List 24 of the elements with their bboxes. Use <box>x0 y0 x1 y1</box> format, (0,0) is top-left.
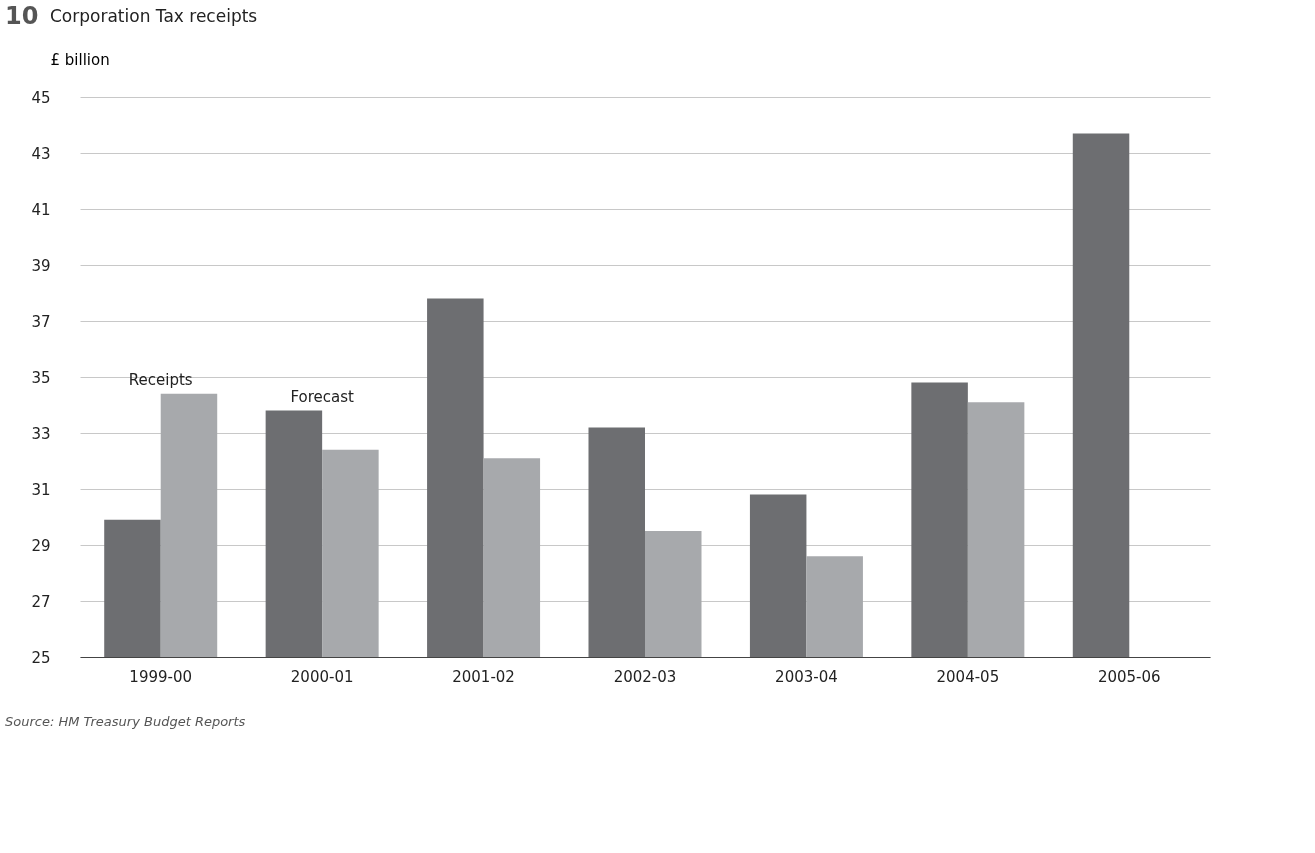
y-tick-label: 45 <box>31 88 51 107</box>
y-tick-label: 33 <box>31 424 51 443</box>
y-tick-label: 29 <box>31 536 51 555</box>
x-tick-label: 2004-05 <box>936 667 1000 686</box>
y-tick-label: 27 <box>31 592 51 611</box>
y-tick-label: 43 <box>31 144 51 163</box>
x-tick-label: 2003-04 <box>775 667 838 686</box>
x-tick-label: 2001-02 <box>452 667 515 686</box>
y-tick-label: 35 <box>31 368 51 387</box>
y-tick-label: 39 <box>31 256 51 275</box>
y-tick-label: 41 <box>31 200 51 219</box>
annotation: Receipts <box>128 370 193 389</box>
y-tick-label: 37 <box>31 312 51 331</box>
x-tick-label: 1999-00 <box>129 667 193 686</box>
y-tick-label: 31 <box>31 480 51 499</box>
x-tick-label: 2005-06 <box>1097 667 1161 686</box>
y-axis-title: £ billion <box>50 50 110 69</box>
annotation: Forecast <box>290 387 354 406</box>
chart-title: Corporation Tax receipts <box>50 6 258 26</box>
x-tick-label: 2002-03 <box>613 667 677 686</box>
text: 10 <box>5 2 39 30</box>
y-tick-label: 25 <box>31 648 51 667</box>
source-note: Source: HM Treasury Budget Reports <box>5 714 246 729</box>
x-tick-label: 2000-01 <box>290 667 354 686</box>
